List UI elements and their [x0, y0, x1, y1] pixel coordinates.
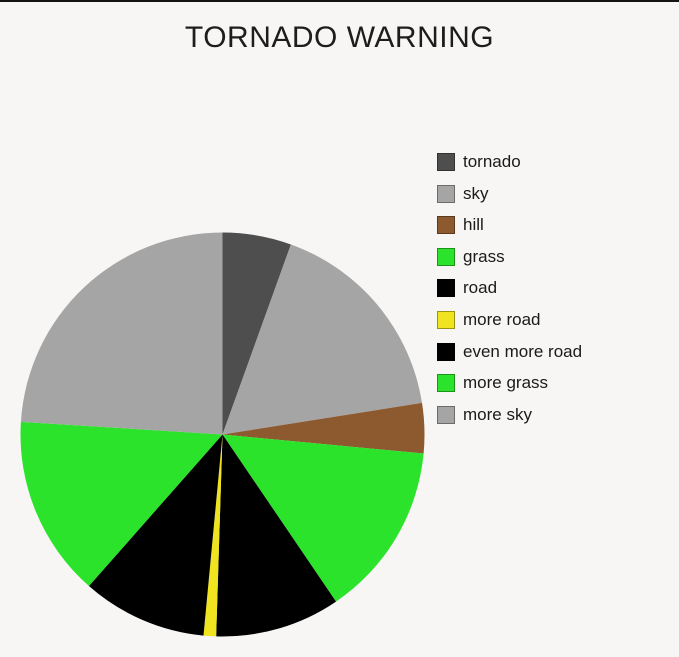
legend-swatch-sky	[437, 184, 455, 203]
legend-label: even more road	[463, 341, 583, 361]
legend-label: hill	[463, 215, 484, 235]
legend-label: more road	[463, 309, 541, 329]
legend-label: sky	[463, 183, 489, 203]
pie-slice-more-sky	[20, 232, 223, 435]
legend-item-sky: sky	[437, 183, 582, 203]
legend-item-grass: grass	[437, 246, 582, 266]
pie-slice-more-grass	[20, 421, 223, 587]
legend-label: road	[463, 278, 498, 298]
legend-swatch-road	[437, 279, 455, 298]
legend-item-more-road: more road	[437, 309, 582, 329]
pie-slice-road	[216, 434, 337, 637]
legend: tornado sky hill grass road more road even mor…	[437, 153, 582, 437]
legend-item-even-more-road: even more road	[437, 341, 583, 361]
legend-swatch-more-road	[437, 310, 455, 329]
window-top-border	[0, 0, 679, 2]
chart-title: TORNADO WARNING	[184, 21, 495, 54]
legend-item-more-sky: more sky	[437, 404, 582, 424]
legend-label: grass	[463, 246, 505, 266]
legend-label: more grass	[463, 373, 549, 393]
legend-item-more-grass: more grass	[437, 373, 582, 393]
legend-swatch-more-grass	[437, 374, 455, 393]
pie-slice-tornado	[222, 232, 291, 435]
pie-chart	[20, 232, 425, 637]
pie-slice-hill	[222, 402, 425, 454]
legend-item-road: road	[437, 278, 582, 298]
legend-label: more sky	[463, 404, 532, 424]
legend-label: tornado	[463, 152, 521, 171]
legend-swatch-hill	[437, 216, 455, 235]
legend-swatch-more-sky	[437, 405, 455, 424]
legend-swatch-tornado	[437, 153, 455, 171]
pie-slice-sky	[222, 244, 423, 435]
pie-slice-grass	[222, 434, 424, 602]
legend-swatch-grass	[437, 247, 455, 266]
legend-item-tornado: tornado	[437, 153, 582, 171]
legend-swatch-even-more-road	[437, 342, 455, 361]
legend-item-hill: hill	[437, 215, 582, 235]
pie-slice-even-more-road	[88, 434, 223, 636]
pie-slice-more-road	[203, 434, 223, 637]
